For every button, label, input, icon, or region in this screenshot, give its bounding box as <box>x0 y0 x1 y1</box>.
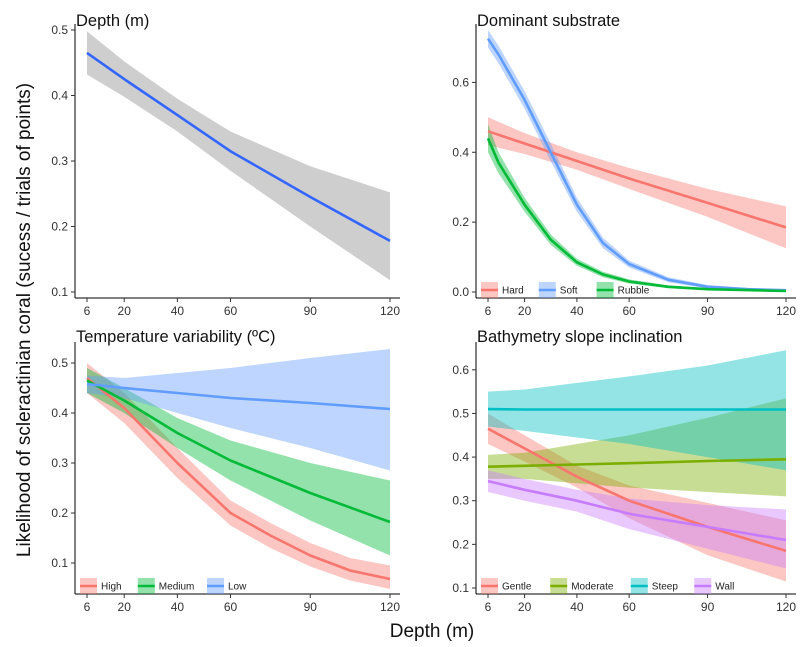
confidence-band-hard <box>488 117 786 249</box>
x-tick-label: 6 <box>485 600 492 614</box>
y-tick-label: 0.6 <box>452 363 469 377</box>
y-tick-label: 0.5 <box>452 406 469 420</box>
panel-1: Depth (m) 0.1 0.2 0.3 0.4 0.5 6 20 40 60 90 120 <box>51 12 400 318</box>
x-tick-label: 60 <box>622 304 636 318</box>
x-tick-label: 60 <box>622 600 636 614</box>
panel-title: Temperature variability (ºC) <box>76 328 276 346</box>
legend-label-high: High <box>101 582 122 593</box>
y-tick-label: 0.1 <box>51 285 68 299</box>
legend: Gentle Moderate Steep Wall <box>481 578 734 594</box>
panels: Depth (m)0.10.20.30.40.56 20 40 60 90 120Domi… <box>51 12 796 614</box>
y-tick-label: 0.2 <box>452 215 469 229</box>
series-line-low <box>86 382 391 411</box>
x-tick-label: 120 <box>776 304 796 318</box>
x-tick-label: 20 <box>118 304 132 318</box>
legend-label-wall: Wall <box>715 582 734 593</box>
panel-title: Depth (m) <box>76 12 149 30</box>
series-line-soft <box>486 37 787 292</box>
x-tick-label: 90 <box>701 600 715 614</box>
x-tick-label: 120 <box>776 600 796 614</box>
y-tick-label: 0.4 <box>51 89 68 103</box>
legend-label-gentle: Gentle <box>502 582 532 593</box>
y-tick-label: 0.5 <box>51 23 68 37</box>
series-line-medium <box>86 379 391 524</box>
confidence-band-medium <box>87 368 390 556</box>
x-tick-label: 40 <box>570 304 584 318</box>
y-tick-label: 0.0 <box>452 285 469 299</box>
y-tick-label: 0.5 <box>51 356 68 370</box>
confidence-band-high <box>87 363 390 589</box>
x-tick-label: 6 <box>84 600 91 614</box>
series-line-high <box>86 376 391 581</box>
panel-4: Bathymetry slope inclination 0.1 0.2 0.3 0.4… <box>452 328 796 614</box>
x-tick-label: 60 <box>224 304 238 318</box>
series-line-wall <box>487 479 787 542</box>
series-line-moderate <box>487 458 787 468</box>
y-tick-label: 0.2 <box>452 537 469 551</box>
x-tick-label: 120 <box>380 304 400 318</box>
panel-title: Dominant substrate <box>477 12 620 30</box>
confidence-band-wall <box>488 470 786 569</box>
series-line-hard <box>487 130 787 229</box>
x-tick-label: 120 <box>380 600 400 614</box>
x-tick-label: 20 <box>118 600 132 614</box>
x-tick-label: 20 <box>518 304 532 318</box>
panel-title: Bathymetry slope inclination <box>477 328 682 346</box>
series-line-gentle <box>487 427 787 553</box>
panel-2: Dominant substrate 0.0 0.2 0.4 0.6 6 20 40 60 90 1… <box>452 12 796 318</box>
legend-label-medium: Medium <box>159 582 195 593</box>
legend: High Medium Low <box>80 578 247 594</box>
x-tick-label: 40 <box>570 600 584 614</box>
legend: Hard Soft Rubble <box>481 282 650 298</box>
series-line-series-1 <box>86 51 391 243</box>
legend-label-rubble: Rubble <box>618 286 650 297</box>
y-tick-label: 0.1 <box>51 556 68 570</box>
x-tick-label: 40 <box>171 304 185 318</box>
legend-label-low: Low <box>228 582 247 593</box>
legend-label-moderate: Moderate <box>571 582 614 593</box>
x-tick-label: 90 <box>304 304 318 318</box>
x-tick-label: 6 <box>84 304 91 318</box>
y-tick-label: 0.2 <box>51 506 68 520</box>
legend-label-hard: Hard <box>502 286 524 297</box>
y-tick-label: 0.3 <box>51 456 68 470</box>
x-tick-label: 6 <box>485 304 492 318</box>
x-axis-title: Depth (m) <box>390 621 474 642</box>
legend-label-steep: Steep <box>652 582 679 593</box>
y-tick-label: 0.1 <box>452 581 469 595</box>
y-tick-label: 0.3 <box>51 154 68 168</box>
x-tick-label: 90 <box>304 600 318 614</box>
series-line-rubble <box>486 137 787 293</box>
y-tick-label: 0.3 <box>452 494 469 508</box>
panel-3: Temperature variability (ºC) 0.1 0.2 0.3 0.4… <box>51 328 400 614</box>
y-tick-label: 0.4 <box>51 406 68 420</box>
y-tick-label: 0.4 <box>452 450 469 464</box>
confidence-band-low <box>87 349 390 471</box>
x-tick-label: 40 <box>171 600 185 614</box>
y-tick-label: 0.6 <box>452 75 469 89</box>
confidence-band-soft <box>488 30 786 292</box>
y-axis-title: Likelihood of scleractinian coral (suces… <box>14 83 35 557</box>
confidence-band-moderate <box>488 398 786 497</box>
x-tick-label: 60 <box>224 600 238 614</box>
y-tick-label: 0.2 <box>51 220 68 234</box>
x-tick-label: 20 <box>518 600 532 614</box>
y-tick-label: 0.4 <box>452 145 469 159</box>
x-tick-label: 90 <box>701 304 715 318</box>
confidence-band-gentle <box>488 413 786 582</box>
legend-label-soft: Soft <box>560 286 578 297</box>
